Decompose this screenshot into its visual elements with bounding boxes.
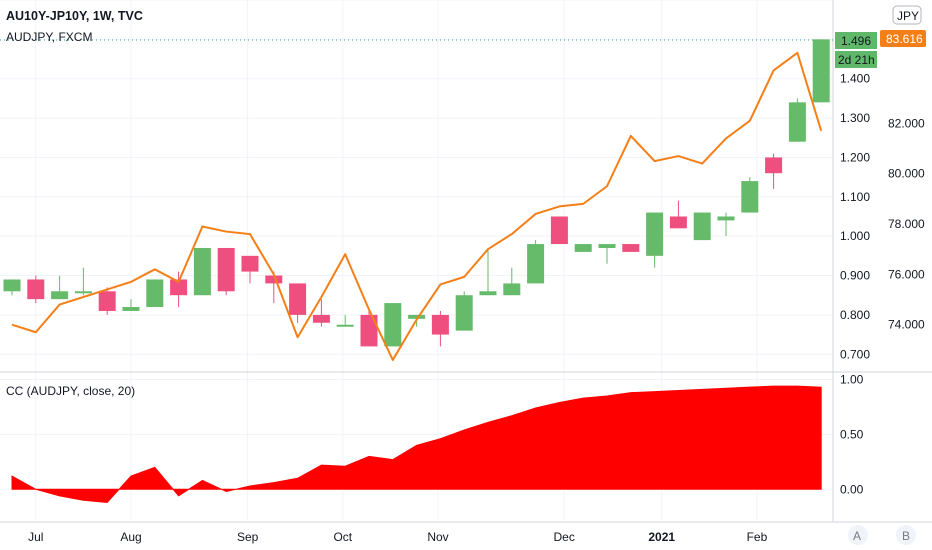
candle — [646, 212, 664, 268]
overlay-price-ticks[interactable]: 74.000 76.000 78.000 80.000 82.000 — [888, 116, 925, 331]
time-label[interactable]: Oct — [333, 530, 352, 544]
currency-label: JPY — [897, 9, 919, 23]
candle — [122, 299, 140, 311]
overlay-last-badge: 83.616 — [880, 30, 926, 47]
candle — [360, 310, 378, 347]
candle — [74, 267, 92, 296]
countdown-text: 2d 21h — [838, 53, 875, 67]
price-tick[interactable]: 1.200 — [840, 150, 870, 164]
currency-button[interactable]: JPY — [892, 5, 922, 25]
right-price-ticks[interactable]: 0.700 0.800 0.900 1.000 1.100 1.200 1.300 1.400… — [840, 32, 870, 361]
candle — [289, 283, 307, 323]
overlay-tick[interactable]: 78.000 — [888, 217, 925, 231]
b-scale-button[interactable]: B — [896, 525, 916, 545]
indicator-tick[interactable]: 1.00 — [840, 372, 864, 386]
candle — [479, 247, 497, 296]
candle — [170, 271, 188, 308]
price-tick[interactable]: 0.800 — [840, 308, 870, 322]
candle — [693, 212, 711, 241]
candle — [812, 39, 830, 103]
time-label[interactable]: Aug — [120, 530, 141, 544]
candle — [146, 279, 164, 308]
overlay-tick[interactable]: 76.000 — [888, 267, 925, 281]
main-series-title[interactable]: AU10Y-JP10Y, 1W, TVC — [6, 9, 143, 23]
time-label[interactable]: Feb — [747, 530, 768, 544]
candle — [741, 177, 759, 213]
price-tick[interactable]: 1.000 — [840, 229, 870, 243]
overlay-series-layer — [11, 51, 823, 361]
candle — [717, 212, 735, 237]
candle — [503, 267, 521, 296]
time-label[interactable]: Jul — [28, 530, 43, 544]
candle — [3, 279, 21, 296]
time-grid — [35, 0, 758, 520]
candle — [622, 244, 640, 252]
time-label[interactable]: 2021 — [648, 530, 675, 544]
candle — [765, 153, 783, 189]
candle — [788, 98, 806, 142]
price-grid — [0, 0, 833, 355]
time-label[interactable]: Dec — [553, 530, 574, 544]
candle — [598, 244, 616, 264]
candle — [241, 255, 259, 284]
candle — [669, 200, 687, 229]
candles — [3, 39, 830, 347]
candle — [431, 310, 449, 347]
candle — [312, 299, 330, 327]
candle — [27, 275, 45, 304]
last-value-text: 1.496 — [841, 34, 871, 48]
price-tick[interactable]: 1.300 — [840, 111, 870, 125]
indicator-ticks[interactable]: 0.00 0.50 1.00 — [840, 372, 864, 496]
candle — [455, 291, 473, 331]
indicator-tick[interactable]: 0.50 — [840, 427, 864, 441]
price-tick[interactable]: 1.100 — [840, 190, 870, 204]
indicator-tick[interactable]: 0.00 — [840, 482, 864, 496]
time-label[interactable]: Nov — [427, 530, 448, 544]
auto-scale-label: A — [853, 529, 861, 543]
candle — [193, 247, 211, 296]
candle — [574, 244, 592, 252]
overlay-line — [11, 51, 823, 361]
overlay-tick[interactable]: 82.000 — [888, 116, 925, 130]
indicator-title[interactable]: CC (AUDJPY, close, 20) — [6, 384, 135, 398]
b-scale-label: B — [902, 529, 910, 543]
price-tick[interactable]: 0.700 — [840, 347, 870, 361]
candle — [217, 247, 235, 296]
last-value-badge: 1.496 2d 21h — [835, 32, 877, 68]
indicator-area — [11, 385, 822, 503]
price-tick[interactable]: 1.400 — [840, 72, 870, 86]
indicator-area-layer — [11, 385, 822, 503]
overlay-series-title[interactable]: AUDJPY, FXCM — [6, 30, 92, 44]
time-axis-labels[interactable]: Jul Aug Sep Oct Nov Dec 2021 Feb — [28, 530, 767, 544]
overlay-tick[interactable]: 74.000 — [888, 318, 925, 332]
candle — [550, 216, 568, 245]
candle — [98, 287, 116, 315]
candle — [51, 275, 69, 300]
candle — [527, 240, 545, 284]
candle — [384, 303, 402, 347]
time-label[interactable]: Sep — [237, 530, 259, 544]
overlay-tick[interactable]: 80.000 — [888, 167, 925, 181]
overlay-last-text: 83.616 — [886, 32, 923, 46]
price-tick[interactable]: 0.900 — [840, 269, 870, 283]
auto-scale-button[interactable]: A — [848, 525, 868, 545]
candle — [336, 314, 354, 327]
